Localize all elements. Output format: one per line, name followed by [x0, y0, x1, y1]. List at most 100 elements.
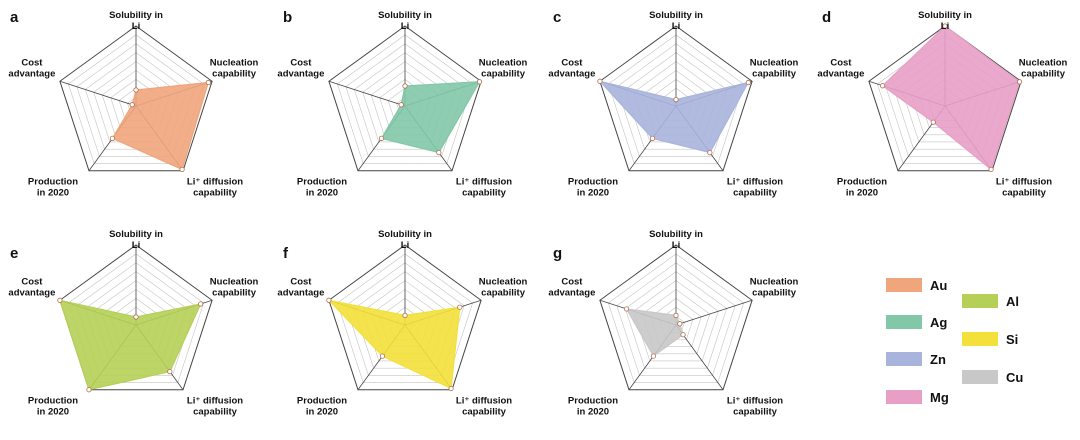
axis-label-nucleation: Nucleation capability	[210, 57, 259, 79]
legend-item-si: Si	[962, 332, 1018, 347]
legend-swatch	[886, 390, 922, 404]
legend-swatch	[886, 278, 922, 292]
data-point-diffusion	[988, 166, 994, 173]
legend-item-al: Al	[962, 294, 1019, 309]
axis-label-production: Production in 2020	[568, 396, 618, 418]
grid-ring	[76, 43, 196, 157]
axis-label-cost: Cost advantage	[548, 276, 595, 298]
series-area-zn	[599, 80, 749, 154]
axis-label-nucleation: Nucleation capability	[210, 276, 259, 298]
grid-ring	[624, 271, 728, 369]
data-point-diffusion	[179, 166, 185, 173]
data-point-diffusion	[680, 332, 686, 338]
legend-swatch	[886, 315, 922, 329]
axis-label-diffusion: Li⁺ diffusion capability	[187, 396, 243, 418]
data-point-solubility	[942, 23, 948, 29]
grid-ring	[868, 25, 1022, 172]
axis-label-nucleation: Nucleation capability	[479, 276, 528, 298]
legend-swatch	[962, 370, 998, 384]
grid-ring	[608, 253, 744, 383]
grid-ring	[353, 271, 457, 369]
axis-label-nucleation: Nucleation capability	[479, 57, 528, 79]
data-point-cost	[326, 297, 332, 303]
data-point-production	[379, 353, 386, 359]
axis-label-nucleation: Nucleation capability	[750, 57, 799, 79]
data-point-production	[650, 353, 657, 359]
radar-panel-g: g Solubility in Li Nucleation capability Li⁺ …	[548, 229, 798, 418]
data-point-diffusion	[707, 149, 713, 156]
data-point-diffusion	[448, 385, 454, 392]
panel-letter: f	[283, 245, 289, 262]
data-point-production	[378, 135, 385, 141]
panel-letter: e	[10, 245, 18, 262]
data-point-production	[649, 135, 656, 141]
axis-label-solubility: Solubility in Li	[109, 10, 163, 32]
radar-panel-e: e Solubility in Li Nucleation capability Li⁺ …	[8, 229, 258, 418]
data-point-cost	[57, 297, 63, 303]
data-point-nucleation	[745, 79, 751, 86]
data-point-solubility	[133, 87, 139, 93]
panel-letter: d	[822, 9, 831, 26]
axis-label-cost: Cost advantage	[8, 276, 55, 298]
legend-item-cu: Cu	[962, 370, 1023, 385]
axis-label-nucleation: Nucleation capability	[1019, 57, 1068, 79]
data-point-cost	[880, 83, 886, 89]
grid-ring	[624, 52, 728, 150]
legend-item-mg: Mg	[886, 390, 949, 405]
axis-label-nucleation: Nucleation capability	[750, 276, 799, 298]
legend-swatch	[886, 352, 922, 366]
grid-ring	[345, 43, 465, 157]
series-area-al	[59, 299, 202, 391]
axis-label-solubility: Solubility in Li	[378, 229, 432, 251]
grid-ring	[328, 25, 482, 172]
legend-item-zn: Zn	[886, 352, 946, 367]
axis-label-cost: Cost advantage	[548, 57, 595, 79]
axis-label-cost: Cost advantage	[277, 276, 324, 298]
data-point-solubility	[402, 312, 408, 318]
axis-label-solubility: Solubility in Li	[378, 10, 432, 32]
data-point-solubility	[402, 83, 408, 89]
data-point-cost	[597, 78, 603, 84]
grid-ring	[68, 253, 204, 383]
radar-panel-d: d Solubility in Li Nucleation capability Li⁺ …	[817, 9, 1067, 199]
axis-label-production: Production in 2020	[28, 177, 78, 199]
grid-ring	[337, 34, 473, 164]
data-point-diffusion	[167, 368, 173, 375]
panel-letter: g	[553, 245, 562, 262]
legend-item-ag: Ag	[886, 315, 947, 330]
axis-spoke	[675, 299, 753, 326]
grid-ring	[599, 25, 753, 172]
data-point-nucleation	[1016, 79, 1023, 85]
grid-ring	[59, 25, 213, 172]
axis-label-production: Production in 2020	[297, 177, 347, 199]
data-point-nucleation	[205, 79, 211, 86]
grid-ring	[337, 253, 473, 383]
panel-letter: c	[553, 9, 561, 26]
legend-item-au: Au	[886, 278, 947, 293]
series-area-si	[328, 299, 461, 390]
axis-label-solubility: Solubility in Li	[649, 229, 703, 251]
data-point-production	[930, 119, 936, 125]
axis-label-production: Production in 2020	[837, 177, 887, 199]
data-point-production	[109, 135, 116, 141]
axis-label-solubility: Solubility in Li	[649, 10, 703, 32]
legend-label: Mg	[930, 390, 949, 405]
axis-label-cost: Cost advantage	[8, 57, 55, 79]
grid-ring	[68, 34, 204, 164]
axis-label-diffusion: Li⁺ diffusion capability	[727, 396, 783, 418]
data-point-cost	[398, 102, 404, 108]
grid-ring	[59, 244, 213, 391]
grid-ring	[616, 43, 736, 157]
series-area-ag	[380, 81, 481, 154]
data-point-production	[86, 387, 92, 393]
panel-letter: b	[283, 9, 292, 26]
data-point-diffusion	[436, 149, 442, 156]
axis-label-diffusion: Li⁺ diffusion capability	[727, 177, 783, 199]
legend-label: Al	[1006, 294, 1019, 309]
data-point-solubility	[673, 97, 679, 103]
data-point-nucleation	[198, 301, 204, 307]
data-point-nucleation	[677, 321, 683, 327]
data-point-solubility	[133, 314, 139, 320]
legend-swatch	[962, 332, 998, 346]
